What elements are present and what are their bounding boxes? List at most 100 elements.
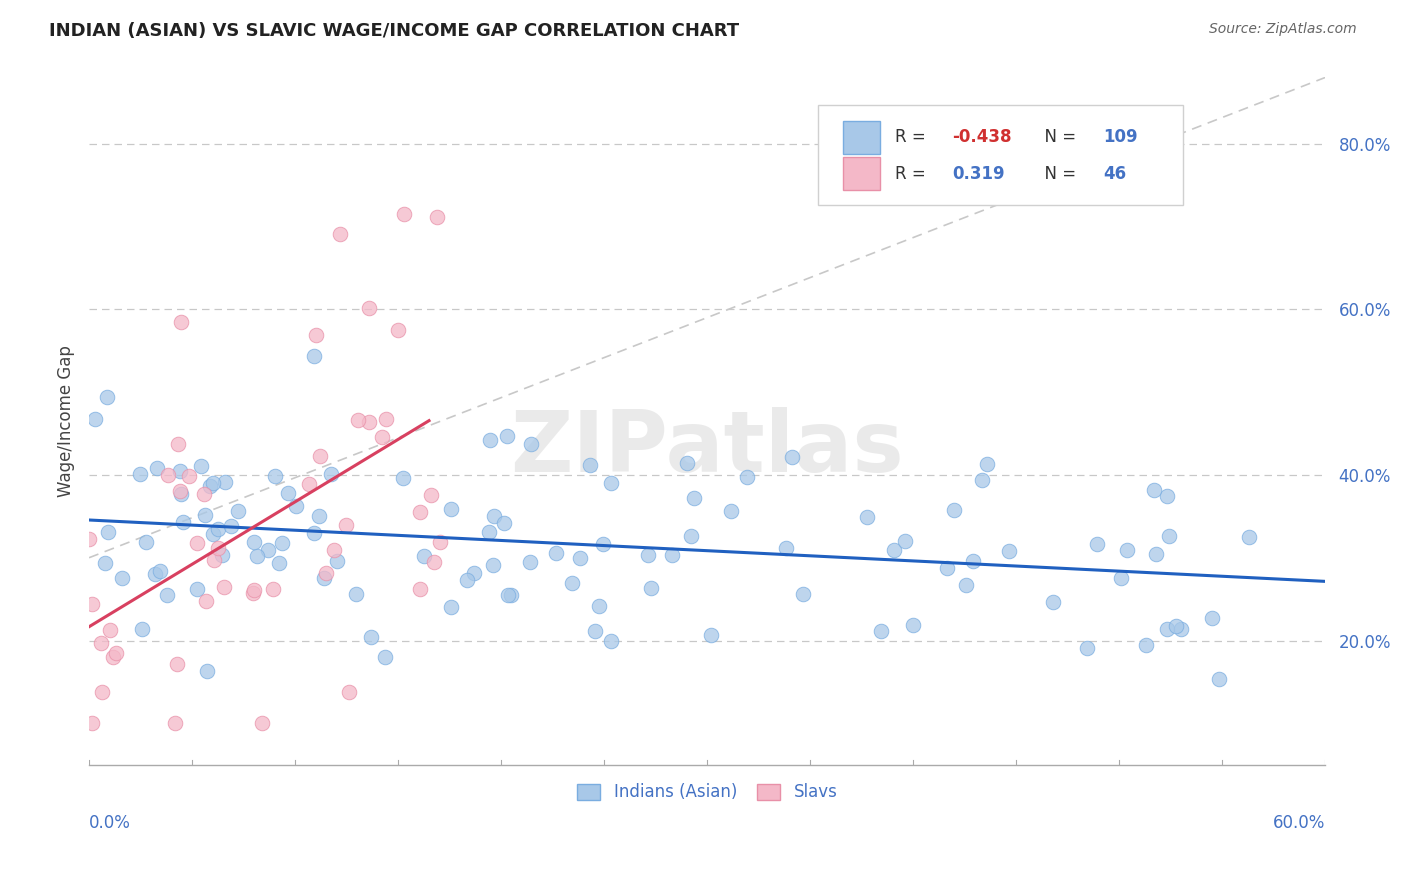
Point — [170, 315, 193, 329]
Point — [263, 469, 285, 483]
Point — [780, 450, 803, 464]
Point — [520, 437, 543, 451]
Point — [683, 491, 706, 506]
Point — [82, 716, 104, 731]
Point — [494, 516, 516, 531]
Point — [94, 556, 117, 570]
Point — [901, 618, 924, 632]
Point — [207, 522, 229, 536]
Point — [792, 587, 814, 601]
Text: 109: 109 — [1102, 128, 1137, 146]
Point — [186, 535, 208, 549]
Point — [578, 458, 600, 473]
Point — [302, 349, 325, 363]
Point — [172, 515, 194, 529]
Point — [1143, 483, 1166, 497]
Point — [243, 534, 266, 549]
Point — [1156, 622, 1178, 636]
Point — [1042, 595, 1064, 609]
Point — [319, 467, 342, 482]
Text: N =: N = — [1033, 165, 1081, 183]
Point — [519, 555, 541, 569]
Point — [131, 622, 153, 636]
Point — [326, 554, 349, 568]
Point — [128, 467, 150, 482]
Point — [201, 526, 224, 541]
FancyBboxPatch shape — [844, 120, 880, 153]
Point — [101, 650, 124, 665]
Point — [277, 486, 299, 500]
Point — [201, 476, 224, 491]
Point — [170, 487, 193, 501]
Point — [77, 532, 100, 546]
Point — [257, 543, 280, 558]
FancyBboxPatch shape — [818, 105, 1182, 204]
Point — [323, 543, 346, 558]
Point — [496, 588, 519, 602]
Point — [440, 502, 463, 516]
Point — [82, 597, 104, 611]
Point — [190, 458, 212, 473]
Point — [484, 509, 506, 524]
Point — [145, 567, 167, 582]
Point — [177, 469, 200, 483]
Point — [387, 323, 409, 337]
Text: 60.0%: 60.0% — [1272, 814, 1326, 832]
Point — [96, 390, 118, 404]
Point — [84, 412, 107, 426]
Point — [270, 535, 292, 549]
Point — [186, 582, 208, 597]
Point — [440, 600, 463, 615]
Point — [312, 571, 335, 585]
Point — [775, 541, 797, 555]
Point — [226, 504, 249, 518]
Point — [883, 542, 905, 557]
Text: N =: N = — [1033, 128, 1081, 146]
Point — [661, 548, 683, 562]
Point — [970, 473, 993, 487]
Point — [97, 525, 120, 540]
Point — [894, 534, 917, 549]
Point — [1156, 489, 1178, 503]
Text: R =: R = — [896, 128, 931, 146]
Point — [305, 327, 328, 342]
Point — [700, 628, 723, 642]
Point — [90, 684, 112, 698]
Point — [329, 227, 352, 242]
Point — [1109, 571, 1132, 585]
Text: -0.438: -0.438 — [952, 128, 1011, 146]
Point — [962, 554, 984, 568]
Point — [166, 657, 188, 671]
Point — [246, 549, 269, 563]
Point — [637, 548, 659, 562]
Point — [1144, 547, 1167, 561]
Point — [298, 477, 321, 491]
Y-axis label: Wage/Income Gap: Wage/Income Gap — [58, 345, 75, 497]
Point — [855, 509, 877, 524]
Point — [156, 468, 179, 483]
Point — [1237, 530, 1260, 544]
Point — [392, 207, 415, 221]
Point — [308, 508, 330, 523]
Point — [359, 301, 381, 315]
Point — [146, 461, 169, 475]
Point — [935, 561, 957, 575]
Point — [426, 211, 449, 225]
Point — [167, 436, 190, 450]
Point — [242, 586, 264, 600]
Point — [375, 411, 398, 425]
Point — [195, 594, 218, 608]
Text: R =: R = — [896, 165, 931, 183]
Point — [422, 555, 444, 569]
Point — [105, 646, 128, 660]
Point — [214, 475, 236, 490]
Point — [309, 450, 332, 464]
Point — [412, 549, 434, 563]
Point — [347, 413, 370, 427]
Point — [569, 551, 592, 566]
Point — [207, 541, 229, 555]
Point — [640, 581, 662, 595]
Point — [675, 456, 697, 470]
Point — [344, 587, 367, 601]
Point — [955, 577, 977, 591]
